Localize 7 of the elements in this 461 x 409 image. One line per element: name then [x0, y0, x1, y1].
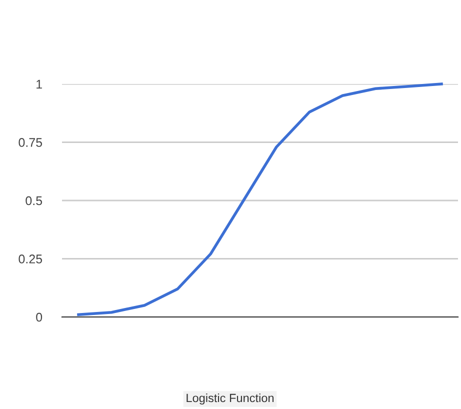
- y-tick-label: 0.5: [26, 196, 42, 206]
- y-tick-label: 0: [36, 312, 42, 322]
- text: Logistic Function: [186, 393, 274, 405]
- line-series: [77, 82, 443, 316]
- y-tick-label: 0.75: [18, 138, 42, 147]
- y-tick-label: 1: [36, 80, 42, 89]
- y-tick-label: 0.25: [18, 254, 42, 264]
